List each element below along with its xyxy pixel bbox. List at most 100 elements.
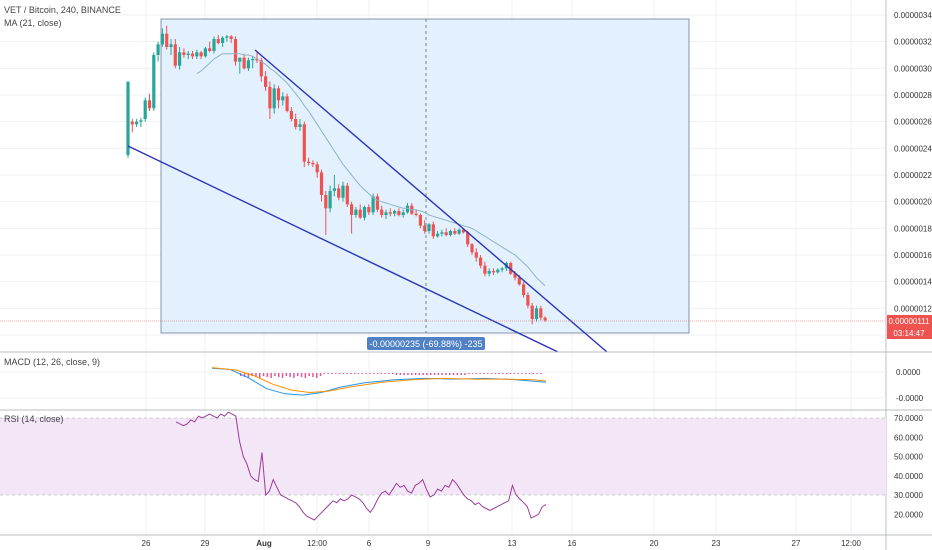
macd-histogram-bar [430,373,432,375]
ma-indicator-label[interactable]: MA (21, close) [4,18,62,28]
macd-histogram [240,373,542,378]
candle-body [311,163,315,165]
candle-body [251,59,255,61]
rsi-indicator-label[interactable]: RSI (14, close) [4,414,64,424]
symbol-title[interactable]: VET / Bitcoin, 240, BINANCE [4,5,121,15]
macd-histogram-bar [422,373,424,375]
macd-histogram-bar [426,373,428,375]
candle-body [307,161,311,163]
macd-histogram-bar [502,373,504,374]
candle-body [539,308,543,318]
candle-body [345,185,349,205]
candle-body [534,308,539,319]
current-price-marker: 0.00000111 03:14:47 [887,315,932,339]
candle-body [143,100,147,119]
macd-histogram-bar [483,373,485,374]
macd-histogram-bar [312,373,314,377]
candle-body [388,212,392,214]
candle-body [130,121,134,125]
candle-body [526,295,530,306]
macd-histogram-bar [468,373,470,374]
candle-body [195,52,199,57]
candle-body [479,257,483,266]
candle-body [517,277,521,285]
candle-body [457,229,461,234]
macd-histogram-bar [456,373,459,375]
measurement-label-text: -0.00000235 (-69.88%) -235 [369,339,482,349]
candle-body [182,52,186,55]
macd-indicator-label[interactable]: MACD (12, 26, close, 9) [4,357,100,367]
macd-histogram-bar [460,373,462,375]
candle-body [169,44,173,47]
rsi-axis[interactable]: 70.0000 60.0000 50.0000 40.0000 30.0000 20.00… [894,414,923,519]
macd-histogram-bar [285,373,288,376]
measurement-label-bg [367,337,485,350]
candle-body [500,268,504,270]
candle-body [186,53,190,55]
candle-body [328,191,332,209]
rsi-line [175,411,547,521]
macd-histogram-bar [487,373,489,374]
bar-countdown: 03:14:47 [893,329,925,338]
macd-axis[interactable]: 0.0000 -0.0000 [896,368,924,403]
macd-histogram-bar [316,373,318,378]
macd-histogram-bar [357,373,360,374]
candle-body [487,271,491,274]
macd-tick-label: 0.0000 [896,368,921,377]
candle-body [208,48,212,51]
macd-histogram-bar [471,373,474,374]
candle-body [173,44,177,66]
candle-body [423,225,427,231]
macd-histogram-bar [498,373,500,374]
time-tick-label: 27 [792,539,801,548]
rsi-band [0,418,886,495]
macd-histogram-bar [281,373,284,378]
candle-body [491,271,496,273]
candle-body [225,36,229,38]
candle-body [190,53,195,57]
candle-body [281,96,285,101]
time-axis[interactable]: 26 29 Aug 12:00 6 9 13 16 20 23 27 12:00 [142,539,862,548]
macd-histogram-bar [525,373,527,374]
candle-body [393,211,397,214]
candle-body [212,39,216,51]
macd-histogram-bar [243,373,246,377]
candle-body [401,212,405,215]
candle-body [453,231,457,234]
candle-body [427,224,431,231]
time-tick-label: 12:00 [307,539,328,548]
candle-body [444,232,448,235]
candle-body [203,48,207,57]
macd-histogram-bar [506,373,508,374]
macd-histogram-bar [297,373,299,376]
upper-trendline[interactable] [254,49,608,353]
candle-body [350,204,354,215]
macd-histogram-bar [479,373,481,374]
macd-histogram-bar [266,373,269,377]
macd-histogram-bar [418,373,421,375]
macd-histogram-bar [407,373,409,375]
macd-histogram-bar [411,373,413,375]
candle-body [384,212,388,215]
rsi-tick-label: 60.0000 [894,433,923,442]
time-tick-label: 6 [367,539,372,548]
macd-histogram-bar [388,373,390,374]
macd-histogram-bar [335,373,337,374]
macd-histogram-bar [490,373,493,374]
time-tick-label: 12:00 [841,539,862,548]
rsi-tick-label: 70.0000 [894,414,923,423]
macd-histogram-bar [338,373,341,374]
lower-trendline[interactable] [127,145,559,353]
candle-body [298,124,302,127]
candle-body [522,284,526,295]
candle-body [431,224,435,237]
rsi-tick-label: 20.0000 [894,510,923,519]
macd-histogram-bar [331,373,333,374]
candle-body [358,209,362,218]
candle-body [285,96,289,111]
